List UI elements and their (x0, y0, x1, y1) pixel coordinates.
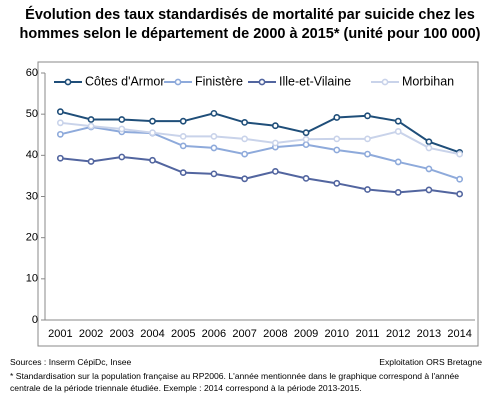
point (210, 132, 218, 140)
y-tick-label: 0 (32, 314, 38, 326)
point (271, 167, 279, 175)
point (302, 174, 310, 182)
point (425, 186, 433, 194)
x-tick-label: 2005 (171, 328, 195, 340)
point (425, 144, 433, 152)
series-line (60, 155, 460, 196)
point (456, 190, 464, 198)
point (210, 109, 218, 117)
point (241, 175, 249, 183)
point (210, 144, 218, 152)
point (149, 129, 156, 137)
point (394, 117, 402, 125)
point (241, 135, 249, 143)
x-tick-label: 2011 (356, 328, 380, 340)
point (179, 132, 187, 140)
point (333, 114, 341, 121)
credit: Exploitation ORS Bretagne (379, 357, 482, 367)
point (302, 141, 310, 149)
y-tick-label: 20 (26, 232, 38, 244)
point (87, 158, 95, 165)
point (425, 165, 433, 173)
legend-label: Côtes d'Armor (85, 74, 165, 88)
y-tick-label: 10 (26, 273, 38, 285)
legend-label: Ille-et-Vilaine (279, 74, 351, 88)
legend-marker (381, 78, 389, 86)
point (364, 112, 371, 120)
point (456, 175, 464, 183)
point (241, 150, 249, 158)
source: Sources : Inserm CépiDc, Insee (10, 357, 132, 367)
point (302, 129, 310, 137)
point (179, 142, 187, 150)
point (56, 108, 64, 116)
point (87, 116, 95, 123)
point (271, 139, 279, 147)
x-tick-label: 2014 (447, 328, 471, 340)
point (394, 188, 402, 196)
point (394, 158, 402, 166)
point (210, 170, 218, 178)
note: * Standardisation sur la population fran… (10, 371, 460, 393)
point (333, 179, 341, 187)
x-tick-label: 2001 (48, 328, 72, 340)
point (333, 146, 341, 154)
point (118, 116, 126, 123)
point (179, 117, 187, 125)
point (241, 119, 249, 126)
point (394, 128, 402, 135)
point (179, 169, 187, 177)
x-tick-label: 2008 (263, 328, 287, 340)
point (56, 154, 64, 162)
legend-label: Finistère (195, 74, 243, 88)
series-line (60, 121, 460, 156)
x-tick-label: 2013 (417, 328, 441, 340)
x-tick-label: 2007 (232, 328, 256, 340)
legend-marker (64, 78, 72, 86)
point (118, 153, 126, 161)
y-tick-label: 40 (26, 149, 38, 161)
point (149, 117, 156, 125)
x-tick-label: 2009 (294, 328, 318, 340)
x-tick-label: 2006 (202, 328, 226, 340)
point (149, 156, 156, 164)
x-tick-label: 2003 (110, 328, 134, 340)
point (425, 138, 433, 146)
x-tick-label: 2002 (79, 328, 103, 340)
point (302, 135, 310, 143)
x-tick-label: 2004 (140, 328, 164, 340)
point (333, 135, 341, 143)
point (456, 150, 464, 158)
y-tick-label: 50 (26, 108, 38, 120)
point (118, 125, 126, 133)
series-line (60, 125, 460, 181)
point (364, 135, 371, 143)
legend-marker (174, 78, 182, 86)
y-tick-label: 60 (26, 67, 38, 79)
legend-marker (258, 78, 266, 86)
point (364, 186, 371, 193)
legend-label: Morbihan (402, 74, 454, 88)
chart: 0 10 20 30 40 50 60 2001 2002 2003 2004 2005 2006 200… (26, 61, 479, 347)
x-tick-label: 2012 (386, 328, 410, 340)
point (87, 122, 95, 130)
point (271, 122, 279, 130)
point (56, 130, 64, 138)
x-tick-label: 2010 (325, 328, 349, 340)
y-tick-label: 30 (26, 190, 38, 202)
point (364, 150, 371, 158)
chart-frame (37, 61, 479, 347)
chart-title: Évolution des taux standardisés de morta… (19, 7, 481, 42)
series-line (60, 110, 460, 154)
point (56, 119, 64, 127)
